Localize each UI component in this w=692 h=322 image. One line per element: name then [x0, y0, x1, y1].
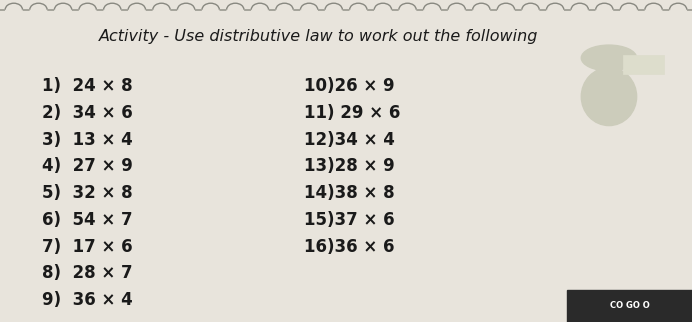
Text: 10)26 × 9: 10)26 × 9 [304, 77, 395, 95]
Circle shape [325, 6, 342, 14]
Circle shape [80, 6, 96, 14]
Text: 3)  13 × 4: 3) 13 × 4 [42, 131, 132, 149]
Text: 15)37 × 6: 15)37 × 6 [304, 211, 395, 229]
Bar [567, 290, 692, 322]
Circle shape [448, 6, 465, 14]
Text: 11) 29 × 6: 11) 29 × 6 [304, 104, 401, 122]
Text: CO GO O: CO GO O [610, 301, 650, 310]
Circle shape [55, 6, 71, 14]
Text: 5)  32 × 8: 5) 32 × 8 [42, 184, 132, 202]
Text: 8)  28 × 7: 8) 28 × 7 [42, 264, 132, 282]
Text: 13)28 × 9: 13)28 × 9 [304, 157, 395, 175]
Text: 12)34 × 4: 12)34 × 4 [304, 131, 395, 149]
Text: 1)  24 × 8: 1) 24 × 8 [42, 77, 132, 95]
Text: 9)  36 × 4: 9) 36 × 4 [42, 291, 132, 309]
Circle shape [301, 6, 318, 14]
Circle shape [522, 6, 539, 14]
Circle shape [6, 6, 22, 14]
Bar [623, 55, 664, 74]
Circle shape [178, 6, 194, 14]
Circle shape [202, 6, 219, 14]
Circle shape [252, 6, 268, 14]
Circle shape [374, 6, 391, 14]
Circle shape [645, 6, 662, 14]
Text: 4)  27 × 9: 4) 27 × 9 [42, 157, 132, 175]
Ellipse shape [581, 68, 637, 126]
Circle shape [498, 6, 514, 14]
Circle shape [547, 6, 563, 14]
Circle shape [596, 6, 612, 14]
Circle shape [572, 6, 588, 14]
Circle shape [581, 45, 637, 71]
Circle shape [104, 6, 120, 14]
Circle shape [473, 6, 490, 14]
Circle shape [621, 6, 637, 14]
Circle shape [153, 6, 170, 14]
Circle shape [129, 6, 145, 14]
Text: Activity - Use distributive law to work out the following: Activity - Use distributive law to work … [99, 29, 538, 44]
Text: 6)  54 × 7: 6) 54 × 7 [42, 211, 132, 229]
Circle shape [424, 6, 440, 14]
Text: 16)36 × 6: 16)36 × 6 [304, 238, 395, 256]
Text: 2)  34 × 6: 2) 34 × 6 [42, 104, 132, 122]
Circle shape [670, 6, 686, 14]
Circle shape [30, 6, 47, 14]
Circle shape [276, 6, 293, 14]
Circle shape [227, 6, 244, 14]
Circle shape [399, 6, 416, 14]
Text: 7)  17 × 6: 7) 17 × 6 [42, 238, 132, 256]
Text: 14)38 × 8: 14)38 × 8 [304, 184, 395, 202]
Circle shape [350, 6, 367, 14]
